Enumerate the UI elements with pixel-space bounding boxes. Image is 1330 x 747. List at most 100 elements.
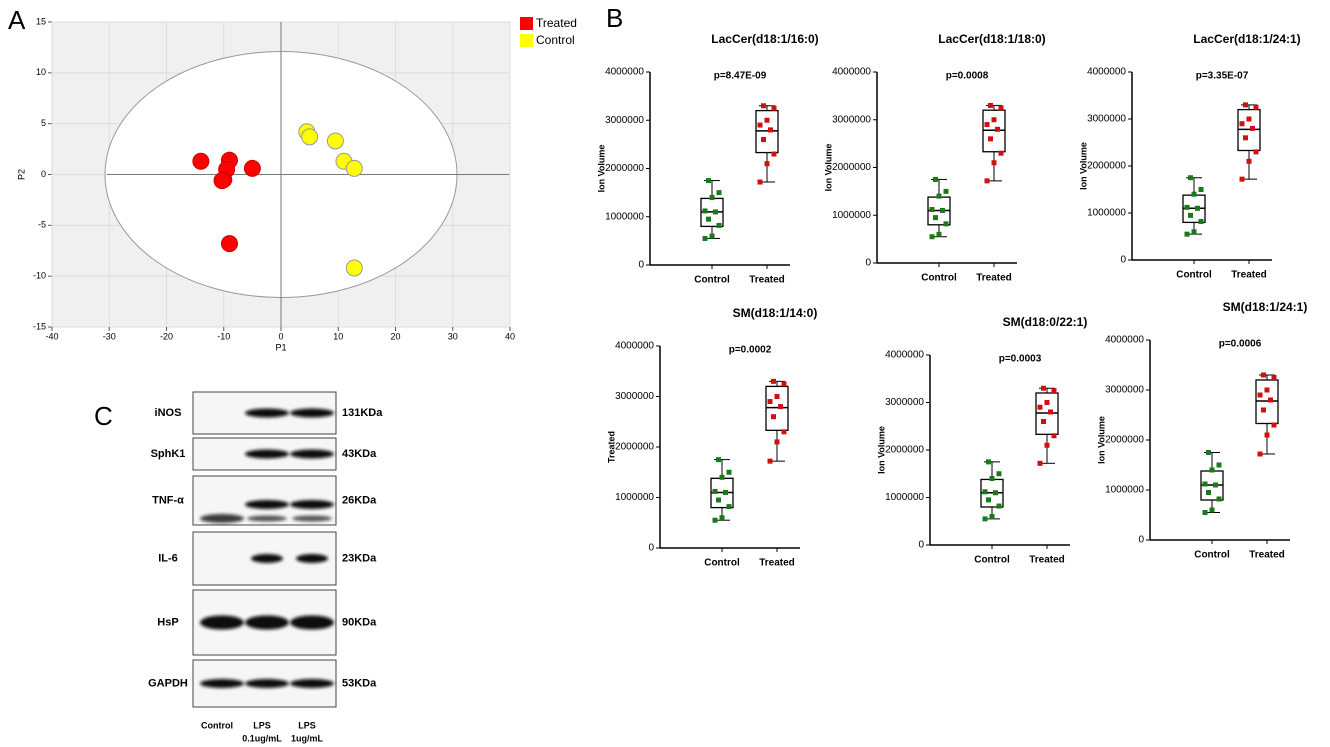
data-point	[1258, 393, 1263, 398]
data-point	[986, 459, 991, 464]
data-point	[990, 476, 995, 481]
legend-swatch	[520, 34, 533, 47]
x-tick-label: -20	[160, 331, 173, 341]
data-point	[771, 379, 776, 384]
data-point	[933, 215, 938, 220]
data-point	[775, 394, 780, 399]
data-point	[1199, 187, 1204, 192]
blot-band	[200, 616, 244, 630]
y-tick-label: 1000000	[1105, 485, 1144, 496]
data-point	[706, 217, 711, 222]
data-point	[778, 404, 783, 409]
data-point	[1052, 433, 1057, 438]
data-point	[930, 234, 935, 239]
data-point	[985, 122, 990, 127]
data-point	[1038, 461, 1043, 466]
data-point	[302, 129, 318, 145]
data-point	[765, 118, 770, 123]
blot-band	[290, 450, 334, 459]
y-tick-label: 2000000	[885, 445, 924, 456]
y-tick-label: 0	[865, 258, 871, 269]
chart-title: LacCer(d18:1/24:1)	[1193, 32, 1300, 46]
x-tick-label: -40	[45, 331, 58, 341]
data-point	[710, 234, 715, 239]
x-tick-label: Treated	[759, 558, 795, 569]
data-point	[999, 151, 1004, 156]
data-point	[706, 178, 711, 183]
x-tick-label: Treated	[976, 273, 1012, 284]
data-point	[723, 490, 728, 495]
y-axis-label: Ion Volume	[596, 145, 606, 193]
blot-band	[245, 409, 289, 418]
data-point	[1038, 405, 1043, 410]
blot-band	[245, 679, 289, 688]
size-label: 90KDa	[342, 616, 377, 628]
y-tick-label: 15	[36, 16, 46, 26]
y-tick-label: 2000000	[605, 163, 644, 174]
data-point	[1185, 232, 1190, 237]
y-tick-label: 3000000	[605, 115, 644, 126]
y-tick-label: 0	[648, 543, 654, 554]
protein-label: SphK1	[151, 448, 186, 460]
data-point	[717, 223, 722, 228]
data-point	[1240, 121, 1245, 126]
data-point	[1213, 483, 1218, 488]
data-point	[944, 189, 949, 194]
data-point	[1192, 229, 1197, 234]
x-tick-label: Control	[694, 275, 730, 286]
data-point	[933, 177, 938, 182]
x-tick-label: Control	[974, 555, 1010, 566]
data-point	[713, 489, 718, 494]
y-tick-label: 4000000	[1105, 335, 1144, 346]
y-tick-label: 2000000	[1087, 161, 1126, 172]
blot-band	[292, 516, 332, 522]
y-axis-label: Ion Volume	[876, 426, 886, 474]
data-point	[1261, 408, 1266, 413]
blot-band	[200, 679, 244, 688]
data-point	[1240, 177, 1245, 182]
panel-label: A	[8, 5, 26, 35]
data-point	[727, 504, 732, 509]
chart-title: SM(d18:1/14:0)	[733, 306, 818, 320]
y-axis-label: Ion Volume	[1096, 416, 1106, 464]
data-point	[1261, 373, 1266, 378]
data-point	[995, 127, 1000, 132]
data-point	[997, 471, 1002, 476]
x-tick-label: Control	[1176, 270, 1212, 281]
data-point	[937, 232, 942, 237]
data-point	[937, 194, 942, 199]
p-value: p=3.35E-07	[1196, 71, 1249, 82]
protein-label: GAPDH	[148, 677, 188, 689]
data-point	[713, 209, 718, 214]
legend-label: Treated	[536, 16, 577, 30]
lane-label: LPS	[298, 720, 316, 730]
data-point	[999, 105, 1004, 110]
p-value: p=0.0002	[729, 345, 772, 356]
lane-label: 1ug/mL	[291, 733, 324, 743]
data-point	[992, 160, 997, 165]
data-point	[782, 429, 787, 434]
data-point	[1254, 149, 1259, 154]
protein-label: iNOS	[155, 407, 182, 419]
data-point	[1185, 205, 1190, 210]
blot-band	[290, 679, 334, 688]
y-tick-label: 3000000	[1105, 385, 1144, 396]
data-point	[1048, 410, 1053, 415]
lane-label: 0.1ug/mL	[242, 733, 282, 743]
y-tick-label: 1000000	[832, 210, 871, 221]
data-point	[983, 516, 988, 521]
blot-band	[245, 500, 289, 509]
y-tick-label: 1000000	[605, 211, 644, 222]
data-point	[1272, 375, 1277, 380]
y-axis-label: P2	[16, 169, 26, 180]
data-point	[758, 180, 763, 185]
size-label: 23KDa	[342, 552, 377, 564]
p-value: p=8.47E-09	[714, 71, 767, 82]
blot-band	[251, 554, 283, 563]
lane-label: LPS	[253, 720, 271, 730]
x-tick-label: Treated	[749, 275, 785, 286]
y-tick-label: 4000000	[832, 67, 871, 78]
data-point	[1045, 443, 1050, 448]
y-tick-label: -10	[33, 271, 46, 281]
data-point	[1243, 102, 1248, 107]
